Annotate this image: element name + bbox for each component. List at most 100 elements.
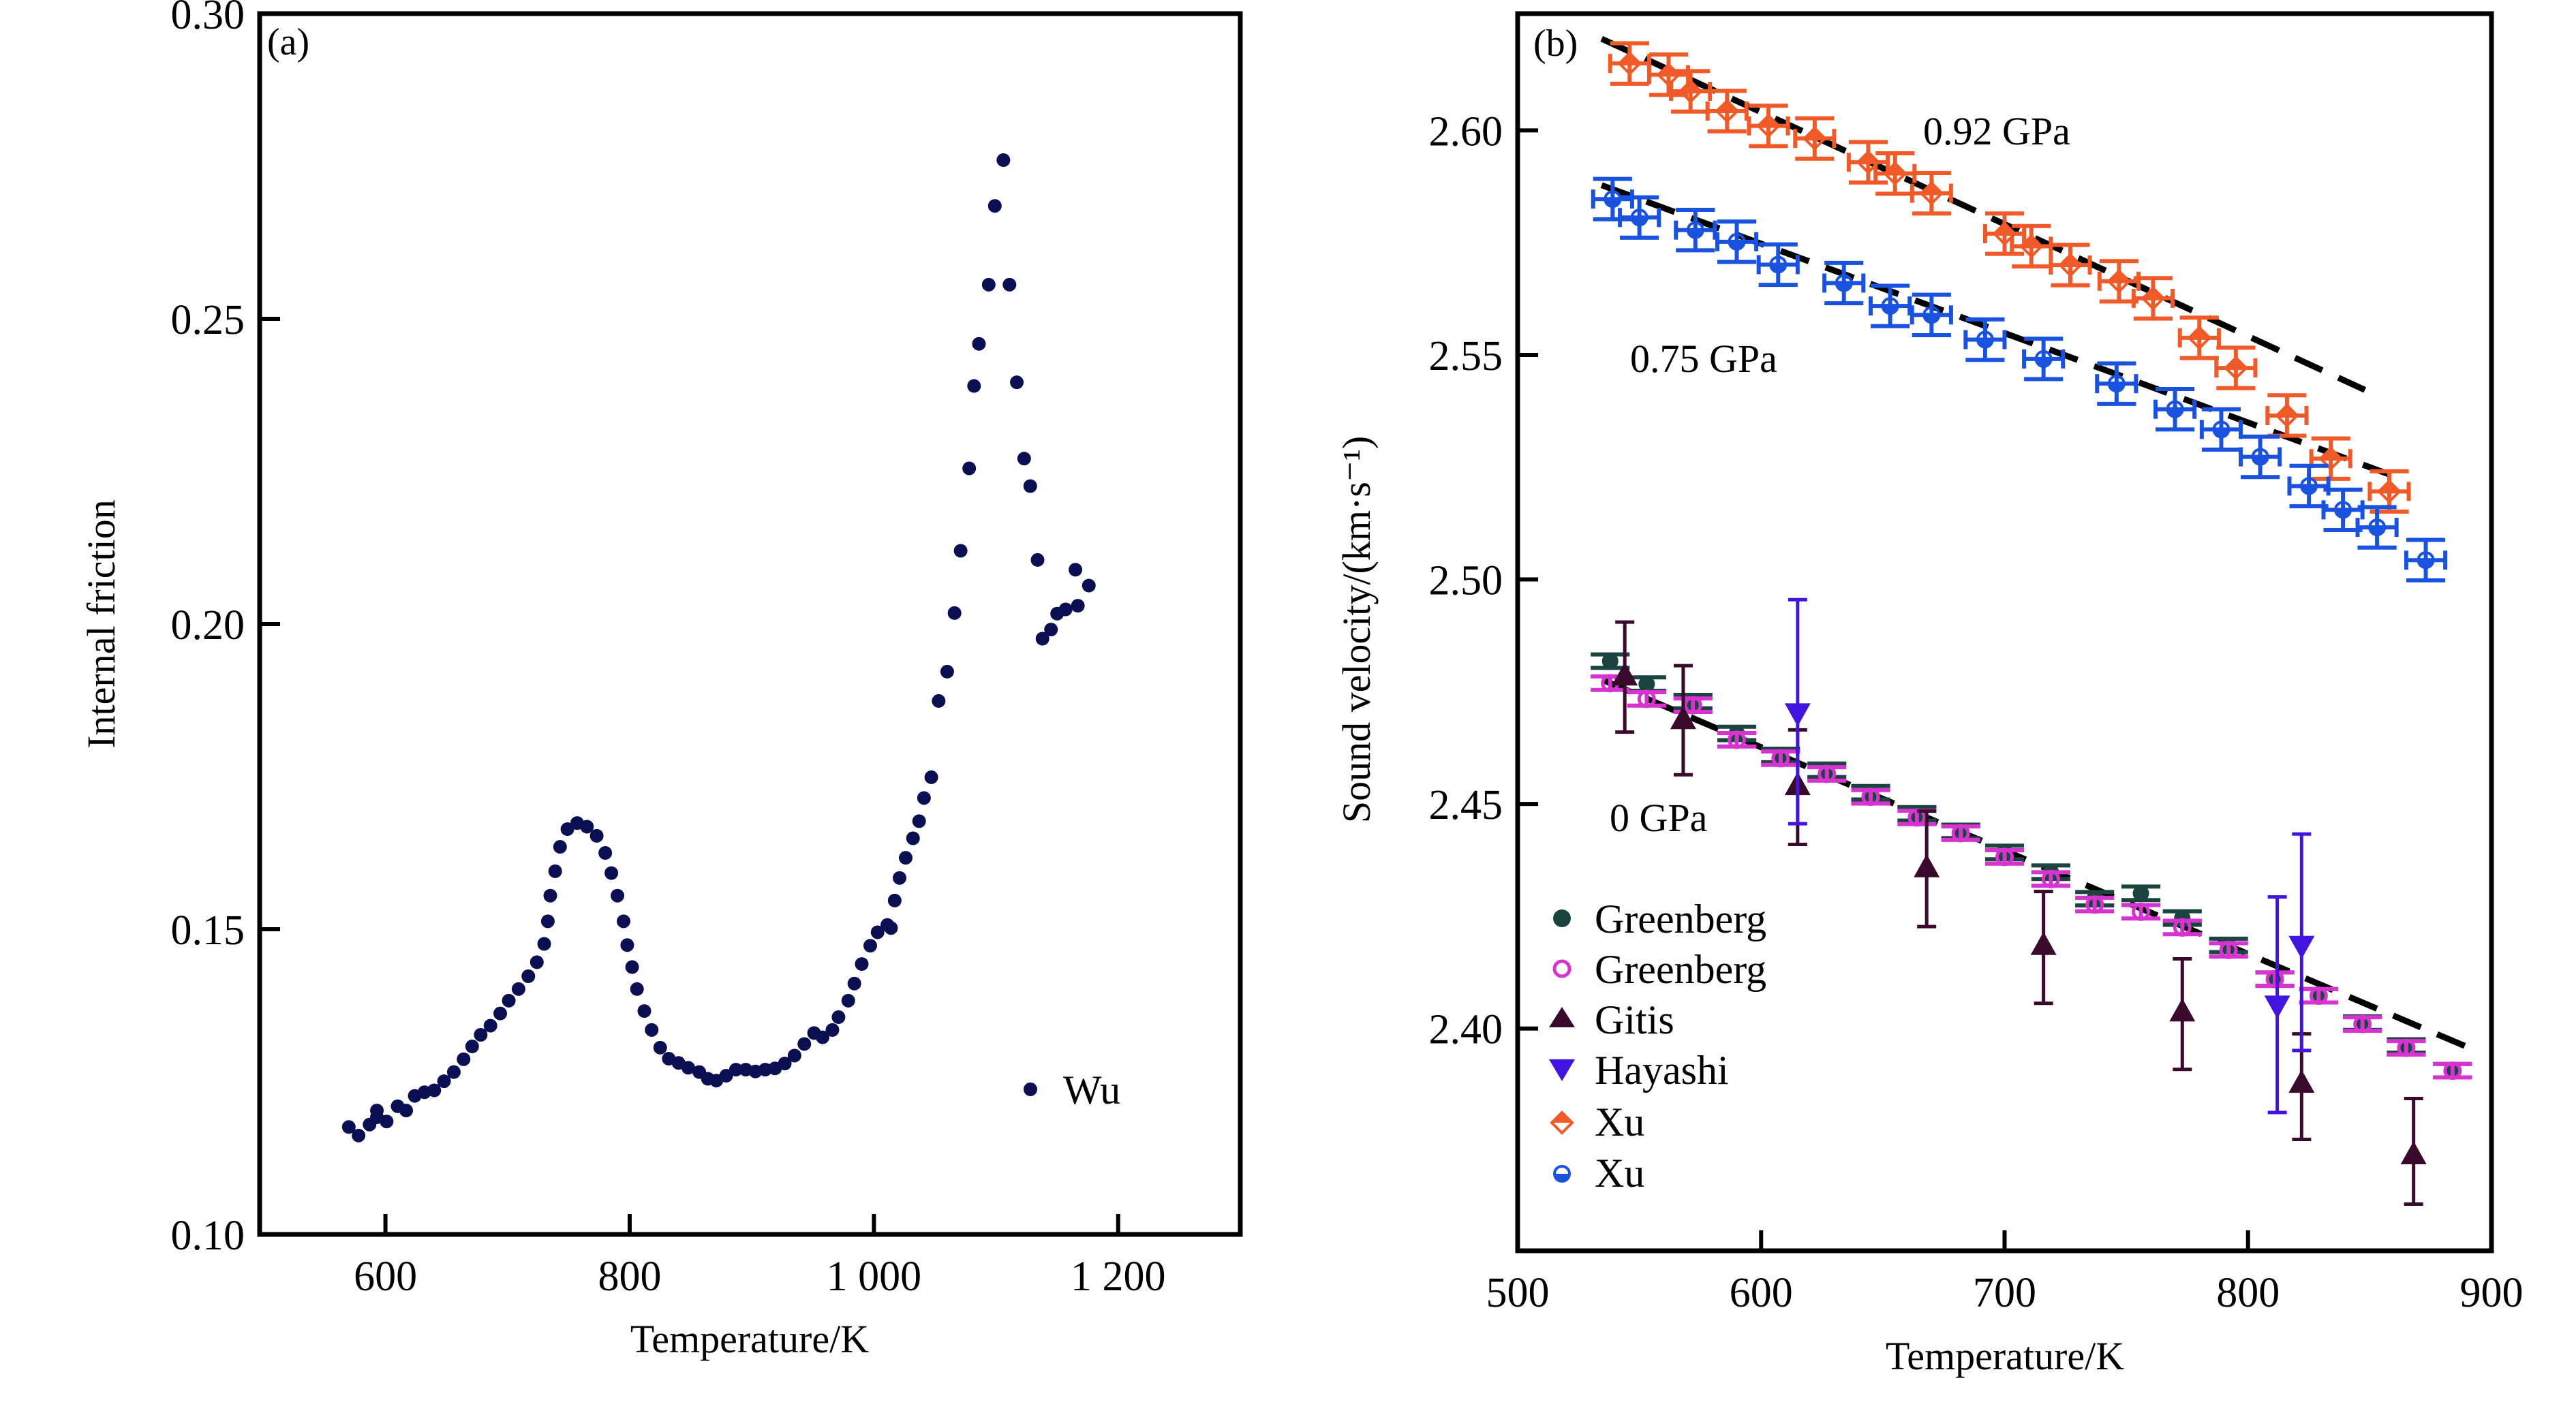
data-point-wu <box>617 914 631 929</box>
data-point-xu-half-circle <box>1835 274 1853 292</box>
legend-label-gitis: Gitis <box>1595 997 1674 1042</box>
data-point-wu <box>1017 452 1031 466</box>
panel-b-x-tick-label: 700 <box>1973 1270 2036 1316</box>
data-point-xu-half-diamond <box>1882 161 1907 186</box>
data-point-hayashi-triangle-down <box>2288 935 2315 959</box>
data-point-xu-half-diamond-fill <box>1619 53 1640 64</box>
data-point-xu-half-diamond-fill <box>2021 236 2042 247</box>
panel-a: 600 800 1 000 1 200 0.10 0.15 0.20 0.25 0.30 (a)… <box>79 0 1243 1361</box>
data-point-xu-half-circle <box>1881 297 1899 315</box>
data-point-wu <box>787 1048 801 1063</box>
data-point-gitis-triangle-up <box>2400 1140 2427 1164</box>
legend-marker-gitis <box>1549 1007 1575 1027</box>
data-point-greenberg-open-circle-error-bar <box>1807 765 1847 783</box>
data-point-wu <box>483 1018 497 1033</box>
legend-entry-gitis: Gitis <box>1549 997 1674 1042</box>
data-point-greenberg-open-circle-error-bar <box>1627 689 1666 708</box>
data-point-xu-half-diamond-fill <box>1680 81 1701 92</box>
data-point-wu <box>884 921 898 935</box>
data-point-greenberg-open-circle-error-bar <box>2343 1015 2382 1033</box>
data-point-wu <box>604 866 619 880</box>
data-point-wu <box>352 1128 366 1142</box>
data-point-wu <box>855 957 869 971</box>
data-point-xu-half-diamond-fill <box>2378 481 2399 492</box>
data-point-wu <box>972 337 986 351</box>
data-point-xu-half-diamond <box>2377 479 2402 504</box>
data-point-xu-half-diamond <box>2187 326 2212 350</box>
data-point-xu-half-circle <box>2368 518 2387 537</box>
data-point-xu-half-diamond <box>1756 113 1781 138</box>
data-point-wu <box>778 1057 792 1071</box>
data-point-wu <box>589 828 604 843</box>
data-point-greenberg-open-circle <box>1907 808 1927 827</box>
data-point-wu <box>729 1063 743 1077</box>
data-point-xu-half-diamond <box>1856 150 1881 175</box>
data-point-xu-half-circle <box>2034 349 2053 368</box>
data-point-wu <box>1030 552 1045 567</box>
data-point-greenberg-filled-circle <box>2132 885 2149 902</box>
panel-b-y-tick-label: 2.45 <box>1429 782 1503 828</box>
data-point-xu-half-circle <box>2300 477 2318 495</box>
data-point-greenberg-open-circle-error-bar <box>2433 1061 2472 1080</box>
data-point-greenberg-open-circle <box>2443 1061 2462 1080</box>
data-point-xu-half-circle-error-bar <box>2022 337 2066 382</box>
panel-b-y-tick-label: 2.55 <box>1429 333 1503 379</box>
panel-a-x-tick-label: 1 200 <box>1071 1254 1166 1300</box>
data-point-wu <box>653 1040 667 1055</box>
data-point-wu <box>898 851 913 865</box>
data-point-wu <box>1058 602 1073 617</box>
data-point-wu <box>437 1074 451 1089</box>
data-point-wu <box>620 938 634 952</box>
legend-label-greenberg-open: Greenberg <box>1595 947 1766 992</box>
panel-b-axes: 500 600 700 800 900 2.40 2.45 2.50 2.55 2.60 <box>1429 108 2524 1316</box>
data-point-wu <box>521 969 536 983</box>
data-point-wu <box>380 1115 394 1129</box>
data-point-wu <box>560 822 574 837</box>
data-point-wu <box>987 199 1002 213</box>
data-point-wu <box>816 1030 830 1044</box>
data-point-xu-half-diamond <box>2275 403 2299 428</box>
legend-label-xu-circle: Xu <box>1595 1151 1644 1196</box>
data-point-xu-half-circle <box>2251 448 2269 466</box>
legend-label-greenberg-filled: Greenberg <box>1595 897 1766 941</box>
fit-line-0-75-gpa-fit <box>1600 182 2393 478</box>
legend-label-wu: Wu <box>1063 1068 1120 1112</box>
panel-b-y-axis-label: Sound velocity/(km·s⁻¹) <box>1334 436 1379 823</box>
legend-entry-greenberg-filled: Greenberg <box>1553 897 1766 941</box>
data-point-wu <box>981 277 996 292</box>
data-point-wu <box>341 1120 356 1134</box>
data-point-hayashi-triangle-down <box>2264 995 2290 1019</box>
data-point-greenberg-open-circle-error-bar <box>2387 1039 2426 1057</box>
data-point-greenberg-open-circle <box>1995 847 2014 867</box>
panel-a-x-axis-label: Temperature/K <box>630 1317 869 1361</box>
data-point-xu-half-circle <box>1922 306 1941 324</box>
panel-a-y-tick-label: 0.15 <box>171 907 245 954</box>
data-point-wu <box>630 982 644 996</box>
legend-entry-xu-diamond: Xu <box>1550 1100 1644 1144</box>
data-point-greenberg-open-circle <box>2309 986 2328 1006</box>
data-point-wu <box>912 814 926 828</box>
panel-b-y-axis-label-text: Sound velocity/(km·s⁻¹) <box>1334 436 1379 823</box>
data-point-greenberg-open-circle <box>1771 749 1790 768</box>
data-point-greenberg-open-circle <box>2397 1038 2416 1057</box>
data-point-gitis-triangle-up <box>1670 706 1696 730</box>
data-point-gitis-triangle-up <box>1612 662 1638 686</box>
data-point-xu-half-circle <box>2334 501 2352 519</box>
data-point-xu-half-diamond-fill <box>2059 255 2081 266</box>
data-point-wu <box>1069 563 1083 577</box>
data-point-wu <box>967 379 981 393</box>
data-point-wu <box>457 1052 471 1066</box>
panel-b-label: (b) <box>1533 22 1578 65</box>
data-point-xu-half-diamond <box>1803 126 1827 151</box>
data-point-xu-half-diamond-error-bar <box>2131 276 2175 321</box>
panel-b-y-tick-label: 2.40 <box>1429 1007 1503 1053</box>
data-point-xu-half-circle <box>2107 375 2126 393</box>
legend-marker-greenberg-open <box>1552 959 1571 978</box>
data-point-wu <box>887 893 902 907</box>
data-point-wu <box>611 888 625 903</box>
panel-a-axes: 600 800 1 000 1 200 0.10 0.15 0.20 0.25 0.30 <box>171 0 1166 1300</box>
data-point-wu <box>719 1069 733 1083</box>
data-point-wu <box>465 1040 479 1054</box>
data-point-greenberg-open-circle <box>2041 869 2060 888</box>
